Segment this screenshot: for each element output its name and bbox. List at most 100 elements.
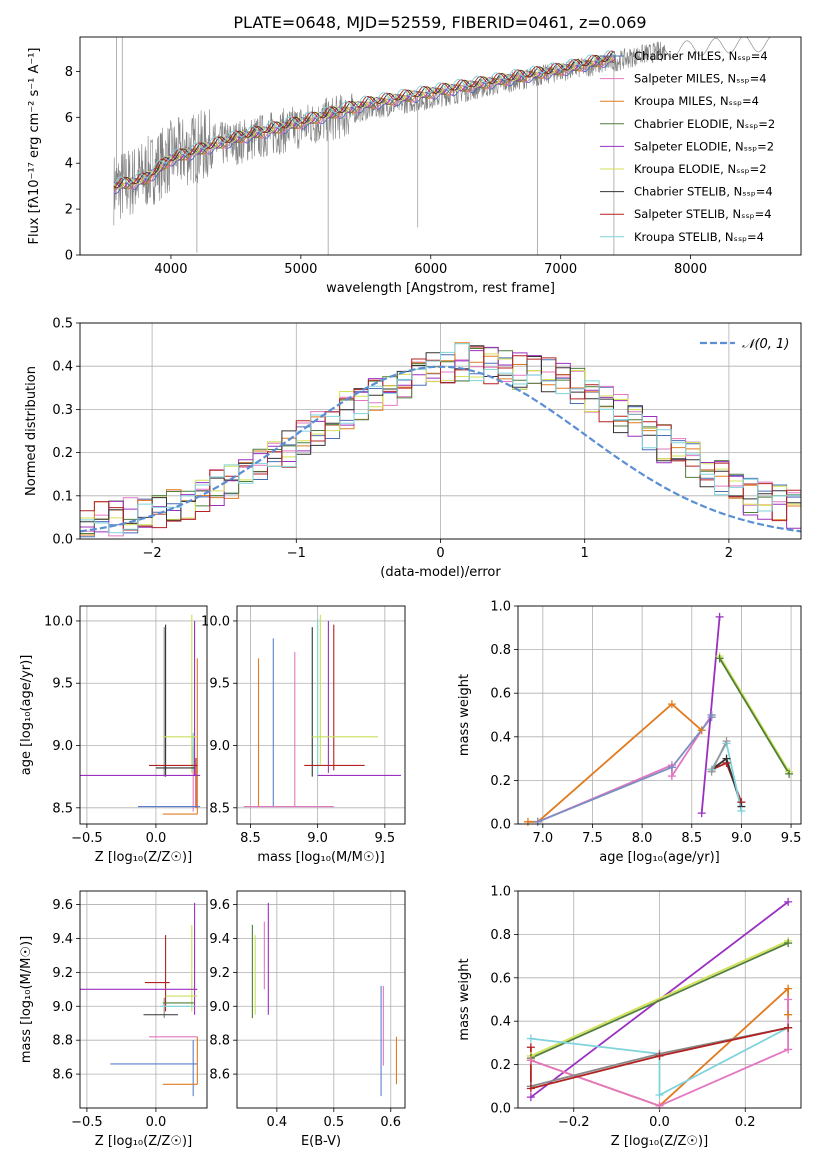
x-tick-label: 0.0 bbox=[146, 1115, 167, 1130]
y-tick-label: 0.0 bbox=[490, 1102, 511, 1117]
y-tick-label: 9.4 bbox=[52, 932, 73, 947]
mass-weight-point bbox=[667, 700, 676, 709]
y-tick-label: 1.0 bbox=[490, 885, 511, 900]
plot-area bbox=[530, 901, 789, 1107]
x-tick-label: 0 bbox=[436, 546, 444, 561]
x-tick-label: 0.4 bbox=[267, 1115, 288, 1130]
y-tick-label: 1.0 bbox=[490, 600, 511, 615]
mass-weight-point bbox=[784, 897, 793, 906]
plot-area bbox=[243, 614, 401, 808]
mass-weight-point bbox=[715, 654, 724, 663]
mass-weight-line bbox=[530, 901, 789, 1098]
residual-histogram-step bbox=[80, 342, 801, 536]
axes-frame bbox=[79, 322, 802, 540]
residual-histogram-panel: −2 −1 0 1 2 0.0 0.1 0.2 0.3 0.4 0.5 (data-model)/er… bbox=[24, 317, 802, 580]
legend-label: Salpeter MILES, Nₛₛₚ=4 bbox=[634, 72, 767, 86]
x-tick-label: 9.0 bbox=[731, 831, 752, 846]
x-tick-label: 7.0 bbox=[532, 831, 553, 846]
x-tick-label: 8.0 bbox=[632, 831, 653, 846]
mass-weight-point bbox=[784, 1010, 793, 1019]
mass-weight-line bbox=[710, 740, 728, 773]
x-axis-label: age [log₁₀(age/yr)] bbox=[599, 850, 720, 865]
mass-weight-line bbox=[530, 942, 789, 1059]
mass-weight-point bbox=[784, 995, 793, 1004]
mass-weight-point bbox=[526, 1093, 535, 1102]
plot-area bbox=[80, 614, 201, 815]
y-tick-label: 0.8 bbox=[490, 643, 511, 658]
y-tick-label: 9.4 bbox=[209, 932, 230, 947]
x-tick-label: 0.5 bbox=[323, 1115, 344, 1130]
mass-weight-point bbox=[722, 737, 731, 746]
mass-weight-point bbox=[784, 939, 793, 948]
y-tick-label: 8.6 bbox=[209, 1068, 230, 1083]
mass-weight-point bbox=[526, 1056, 535, 1065]
x-tick-label: 7000 bbox=[544, 262, 577, 277]
y-tick-label: 0.2 bbox=[52, 446, 73, 461]
legend-label: Salpeter ELODIE, Nₛₛₚ=2 bbox=[634, 139, 774, 153]
y-tick-label: 9.0 bbox=[209, 1000, 230, 1015]
mass-weight-point bbox=[784, 1045, 793, 1054]
x-axis-label: Z [log₁₀(Z/Z☉)] bbox=[95, 1134, 192, 1149]
y-tick-label: 9.2 bbox=[52, 966, 73, 981]
mass-weight-line bbox=[530, 1026, 789, 1097]
x-tick-label: 8000 bbox=[674, 262, 707, 277]
mass-weight-line bbox=[537, 714, 713, 823]
legend-label: Chabrier STELIB, Nₛₛₚ=4 bbox=[634, 185, 773, 199]
mass-weight-point bbox=[715, 612, 724, 621]
legend-label: Chabrier MILES, Nₛₛₚ=4 bbox=[634, 49, 768, 63]
y-tick-label: 6 bbox=[65, 111, 73, 126]
y-tick-label: 10.0 bbox=[201, 614, 230, 629]
plot-area bbox=[80, 902, 198, 1097]
mass-weight-line bbox=[530, 940, 789, 1057]
spectrum-panel: 4000 5000 6000 7000 8000 0 2 4 6 8 wavelength [Ang… bbox=[27, 36, 802, 296]
plot-area bbox=[80, 342, 801, 538]
y-tick-label: 0 bbox=[65, 249, 73, 264]
y-axis-label: Flux [fλ10⁻¹⁷ erg cm⁻² s⁻¹ A⁻¹] bbox=[27, 48, 42, 245]
y-axis-label: mass [log₁₀(M/M☉)] bbox=[19, 936, 34, 1063]
x-tick-label: 0.2 bbox=[735, 1115, 756, 1130]
mass-weight-point bbox=[697, 809, 706, 818]
x-tick-label: 0.6 bbox=[380, 1115, 401, 1130]
mass-weight-line bbox=[537, 715, 713, 823]
mass-weight-line bbox=[527, 702, 703, 823]
y-axis-label: Normed distribution bbox=[24, 366, 39, 496]
model-spectrum-line bbox=[113, 50, 616, 186]
legend-label: 𝒩(0, 1) bbox=[742, 337, 789, 352]
mass-weight-line bbox=[711, 761, 743, 803]
y-tick-label: 0.1 bbox=[52, 489, 73, 504]
x-tick-label: 4000 bbox=[154, 262, 187, 277]
y-tick-label: 0.0 bbox=[490, 818, 511, 833]
mass-weight-point bbox=[526, 1084, 535, 1093]
mass-weight-line bbox=[718, 655, 790, 773]
mass-age-errorbar-panel: 8.5 9.0 9.5 8.5 9.0 9.5 10.0 mass [log₁₀(M/M☉)] bbox=[201, 605, 406, 865]
x-axis-label: mass [log₁₀(M/M☉)] bbox=[257, 850, 384, 865]
mass-weight-point bbox=[707, 767, 716, 776]
y-tick-label: 8.8 bbox=[209, 1034, 230, 1049]
y-tick-label: 8.6 bbox=[52, 1068, 73, 1083]
x-tick-label: 7.5 bbox=[582, 831, 603, 846]
y-tick-label: 0.4 bbox=[490, 730, 511, 745]
y-tick-label: 0.3 bbox=[52, 403, 73, 418]
legend-label: Chabrier ELODIE, Nₛₛₚ=2 bbox=[634, 117, 775, 131]
residual-histogram-step bbox=[80, 359, 801, 537]
plot-area bbox=[527, 616, 790, 823]
y-tick-label: 0.2 bbox=[490, 1058, 511, 1073]
x-tick-label: 6000 bbox=[414, 262, 447, 277]
residual-histogram-step bbox=[80, 353, 801, 526]
mass-weight-point bbox=[523, 817, 532, 826]
y-tick-label: 8.8 bbox=[52, 1034, 73, 1049]
y-tick-label: 9.6 bbox=[52, 898, 73, 913]
y-tick-label: 9.5 bbox=[52, 677, 73, 692]
y-axis-label: mass weight bbox=[457, 958, 472, 1040]
y-tick-label: 10.0 bbox=[44, 614, 73, 629]
y-tick-label: 0.6 bbox=[490, 971, 511, 986]
residual-histogram-step bbox=[80, 347, 801, 534]
x-tick-label: −0.2 bbox=[558, 1115, 590, 1130]
y-tick-label: 0.0 bbox=[52, 533, 73, 548]
y-tick-label: 9.0 bbox=[52, 739, 73, 754]
mass-weight-point bbox=[667, 772, 676, 781]
y-tick-label: 0.5 bbox=[52, 317, 73, 332]
y-tick-label: 2 bbox=[65, 203, 73, 218]
mass-weight-point bbox=[697, 726, 706, 735]
x-tick-label: 9.5 bbox=[374, 831, 395, 846]
